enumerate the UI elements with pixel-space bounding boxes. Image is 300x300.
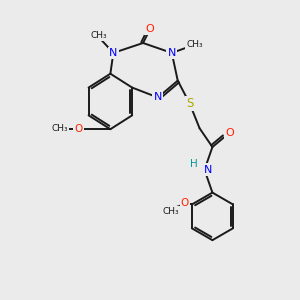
Text: CH₃: CH₃ xyxy=(90,31,107,40)
Text: N: N xyxy=(154,92,162,103)
Text: CH₃: CH₃ xyxy=(163,207,179,216)
Text: O: O xyxy=(181,199,189,208)
Text: CH₃: CH₃ xyxy=(52,124,68,133)
Text: O: O xyxy=(146,24,154,34)
Text: S: S xyxy=(186,97,193,110)
Text: O: O xyxy=(74,124,83,134)
Text: CH₃: CH₃ xyxy=(186,40,203,50)
Text: N: N xyxy=(204,165,213,175)
Text: H: H xyxy=(190,159,197,169)
Text: N: N xyxy=(109,48,118,58)
Text: N: N xyxy=(168,48,176,58)
Text: O: O xyxy=(225,128,234,138)
